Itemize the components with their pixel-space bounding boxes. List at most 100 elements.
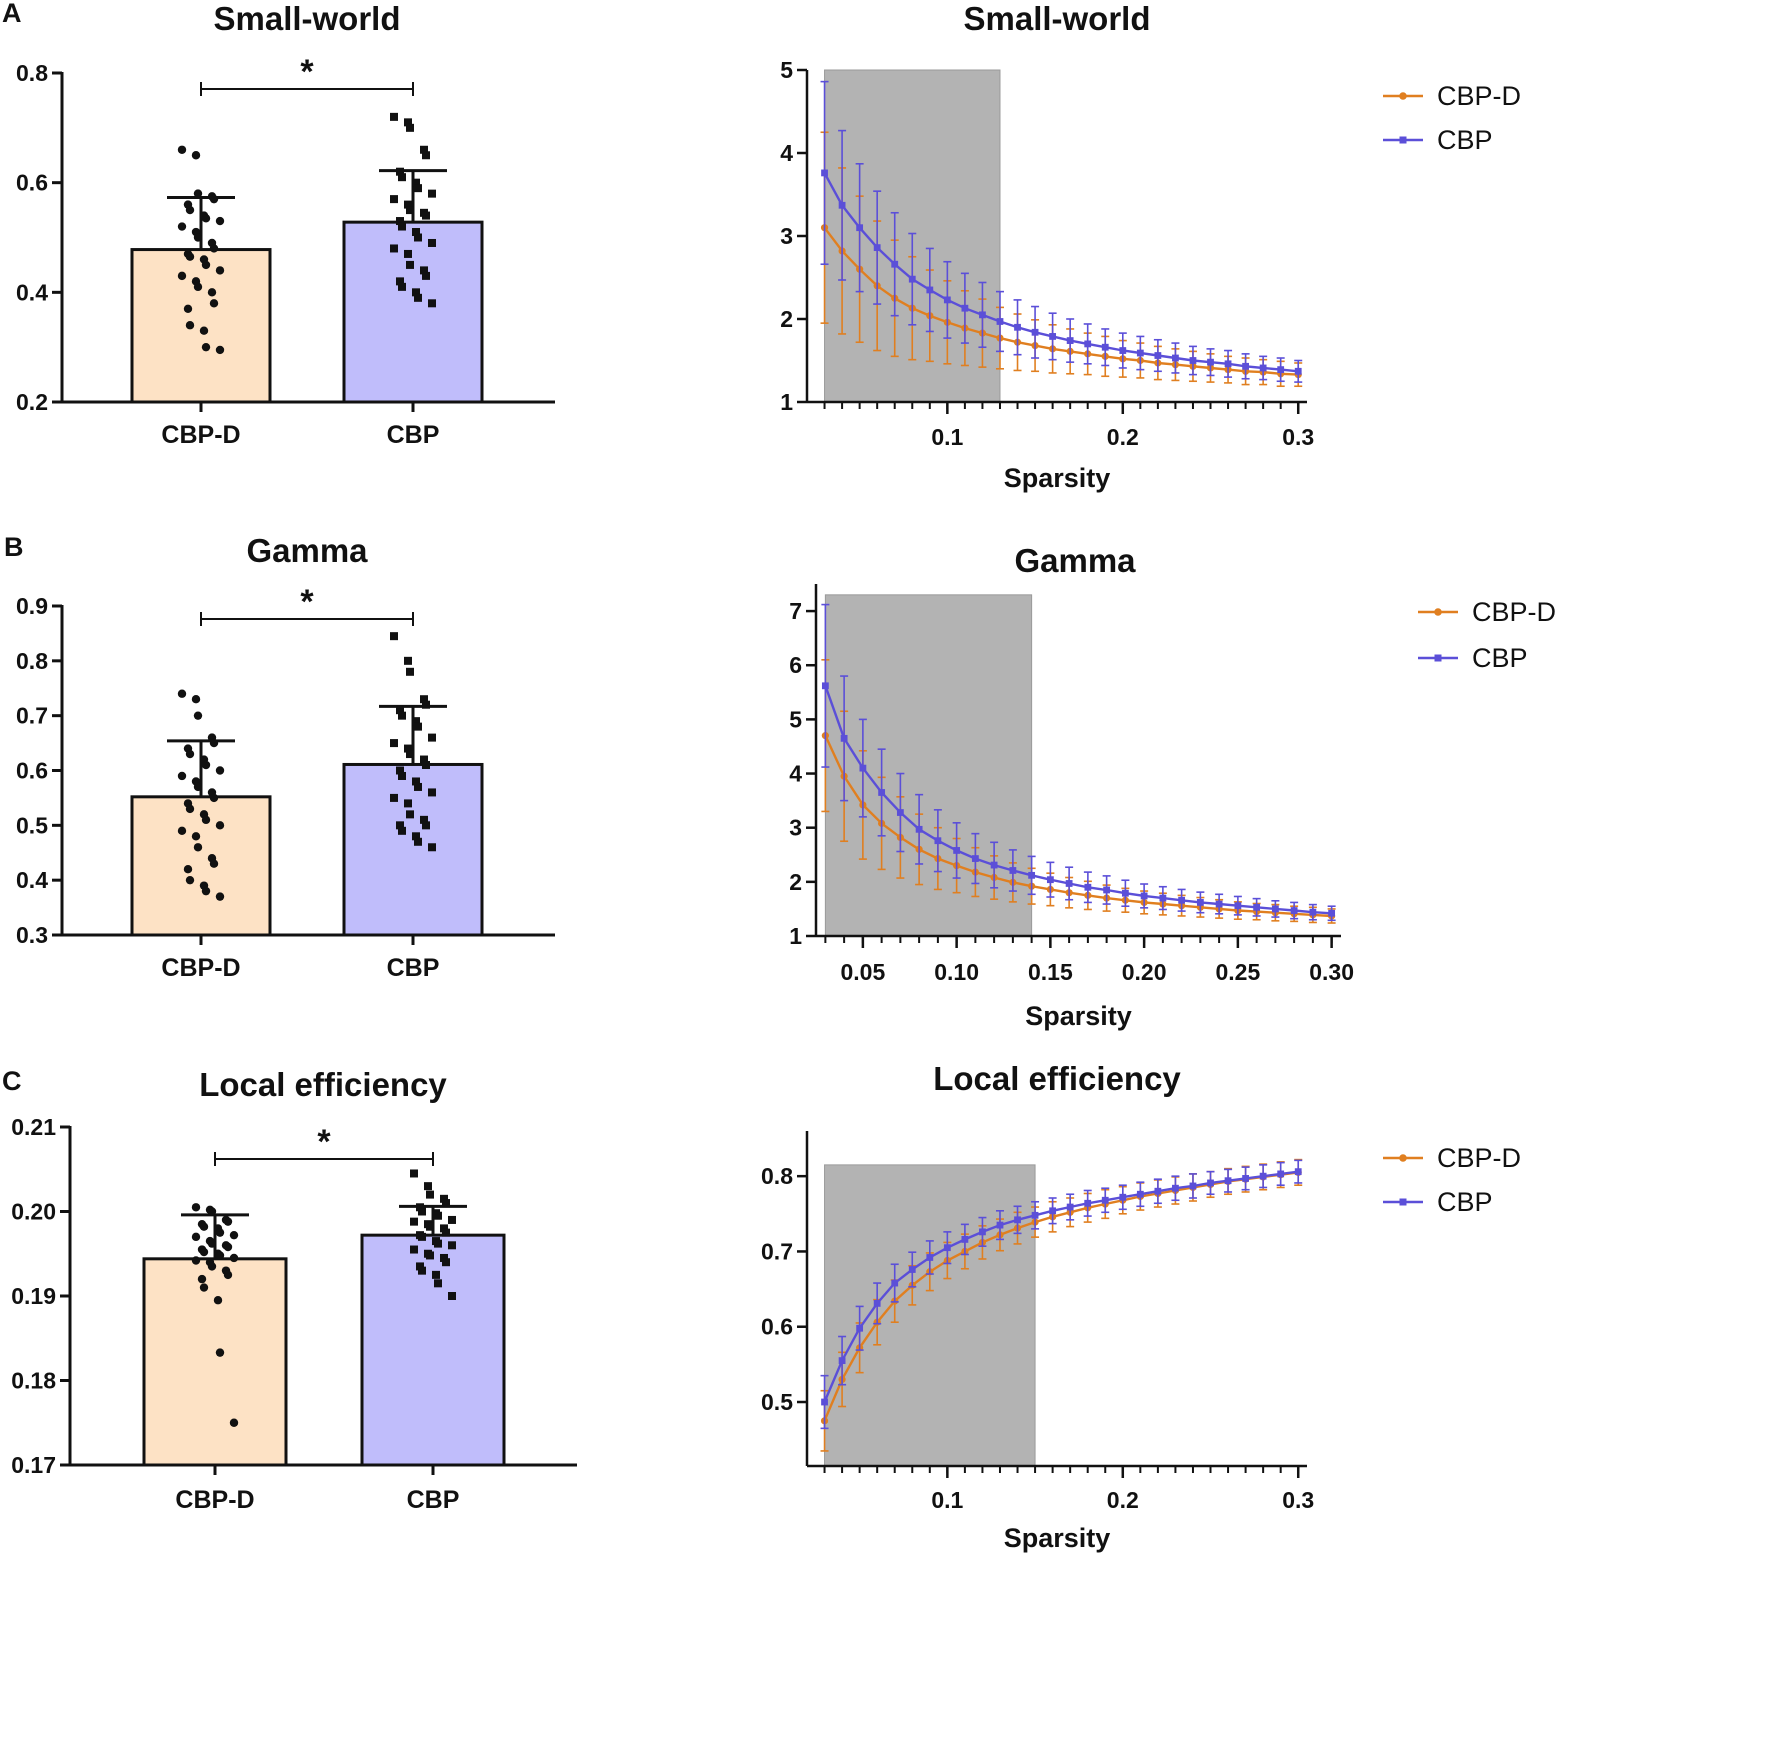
data-point bbox=[191, 1203, 201, 1212]
legend-marker bbox=[1399, 1154, 1407, 1162]
series-point bbox=[840, 734, 848, 742]
data-point bbox=[398, 826, 406, 835]
x-tick-label: 0.2 bbox=[1107, 424, 1139, 450]
series-point bbox=[1101, 343, 1109, 351]
legend-label: CBP bbox=[1437, 125, 1493, 155]
series-point bbox=[1189, 1182, 1197, 1190]
series-point bbox=[961, 1236, 969, 1243]
data-point bbox=[223, 1242, 233, 1252]
series-point bbox=[838, 201, 846, 209]
data-point bbox=[183, 304, 193, 313]
y-tick-label: 0.7 bbox=[761, 1238, 793, 1264]
data-point bbox=[215, 821, 225, 830]
data-point bbox=[215, 266, 225, 275]
series-point bbox=[856, 224, 864, 232]
legend-marker bbox=[1399, 1198, 1407, 1206]
series-point bbox=[1028, 871, 1036, 879]
category-label: CBP bbox=[407, 1486, 460, 1514]
data-point bbox=[424, 1182, 432, 1191]
y-tick-label: 0.20 bbox=[11, 1199, 56, 1225]
data-point bbox=[410, 1217, 418, 1226]
panel-label: A bbox=[2, 0, 22, 28]
x-tick-label: 0.1 bbox=[931, 1487, 963, 1513]
data-point bbox=[177, 689, 187, 698]
y-tick-label: 2 bbox=[780, 306, 793, 332]
data-point bbox=[410, 1169, 418, 1178]
data-point bbox=[199, 1283, 209, 1292]
y-tick-label: 3 bbox=[789, 815, 802, 841]
data-point bbox=[428, 238, 436, 247]
data-point bbox=[209, 194, 219, 204]
y-tick-label: 0.18 bbox=[11, 1368, 56, 1394]
series-point bbox=[873, 1299, 881, 1307]
data-point bbox=[201, 760, 211, 770]
x-tick-label: 0.3 bbox=[1282, 1487, 1314, 1513]
data-point bbox=[422, 761, 430, 770]
legend-entry-cbp: CBP bbox=[1418, 643, 1528, 673]
series-point bbox=[1159, 894, 1167, 902]
series-point bbox=[1066, 1203, 1074, 1211]
significance-star: * bbox=[317, 1123, 331, 1161]
series-point bbox=[1309, 908, 1317, 916]
series-cbp bbox=[820, 1159, 1303, 1430]
data-point bbox=[396, 821, 404, 830]
data-point bbox=[404, 744, 412, 753]
x-tick-label: 0.20 bbox=[1122, 959, 1167, 985]
data-point bbox=[410, 1245, 418, 1254]
data-point bbox=[191, 832, 201, 841]
data-point bbox=[223, 1217, 233, 1226]
y-tick-label: 5 bbox=[780, 57, 793, 83]
y-tick-label: 0.6 bbox=[761, 1314, 793, 1340]
y-tick-label: 0.5 bbox=[761, 1389, 793, 1415]
series-point bbox=[878, 789, 886, 796]
data-point bbox=[422, 151, 430, 160]
y-tick-label: 0.19 bbox=[11, 1283, 56, 1309]
data-point bbox=[412, 777, 420, 786]
data-point bbox=[396, 706, 404, 715]
data-point bbox=[229, 1230, 239, 1240]
data-point bbox=[432, 1270, 440, 1279]
data-point bbox=[442, 1228, 450, 1237]
data-point bbox=[440, 1253, 448, 1262]
data-point bbox=[426, 1251, 434, 1260]
y-tick-label: 1 bbox=[780, 389, 793, 415]
data-point bbox=[177, 771, 187, 781]
data-point bbox=[185, 205, 195, 215]
series-point bbox=[1328, 909, 1336, 917]
y-tick-label: 0.17 bbox=[11, 1452, 56, 1478]
legend-entry-cbp: CBP bbox=[1383, 1187, 1493, 1217]
series-point bbox=[1224, 1177, 1232, 1185]
legend-entry-cbp-d: CBP-D bbox=[1418, 597, 1556, 627]
x-tick-label: 0.2 bbox=[1107, 1487, 1139, 1513]
data-point bbox=[201, 214, 211, 223]
panel-label: B bbox=[4, 532, 24, 562]
data-point bbox=[414, 293, 422, 302]
legend-marker bbox=[1434, 608, 1442, 616]
data-point bbox=[426, 1190, 434, 1199]
data-point bbox=[209, 859, 219, 868]
y-tick-label: 1 bbox=[789, 923, 802, 949]
series-point bbox=[1215, 900, 1223, 908]
series-point bbox=[1259, 364, 1267, 372]
data-point bbox=[422, 211, 430, 220]
legend-entry-cbp: CBP bbox=[1383, 125, 1493, 155]
data-point bbox=[418, 1232, 426, 1241]
series-point bbox=[990, 861, 998, 869]
data-point bbox=[191, 151, 201, 160]
data-point bbox=[201, 815, 211, 825]
data-point bbox=[428, 733, 436, 742]
x-axis-label: Sparsity bbox=[1004, 1523, 1111, 1553]
series-point bbox=[979, 1228, 986, 1236]
series-point bbox=[1031, 1211, 1039, 1219]
data-point bbox=[193, 189, 203, 198]
line-panel-2: Gamma 1 2 3 4 5 6 7 0.05 0.10 0.15 0.20 0.25 0.30 Spar… bbox=[789, 542, 1556, 1031]
data-point bbox=[414, 722, 422, 731]
bar bbox=[142, 1257, 288, 1467]
data-point bbox=[412, 717, 420, 726]
data-point bbox=[396, 217, 404, 226]
data-point bbox=[448, 1292, 456, 1300]
data-point bbox=[398, 711, 406, 720]
data-point bbox=[193, 782, 203, 792]
series-point bbox=[1259, 1172, 1267, 1180]
